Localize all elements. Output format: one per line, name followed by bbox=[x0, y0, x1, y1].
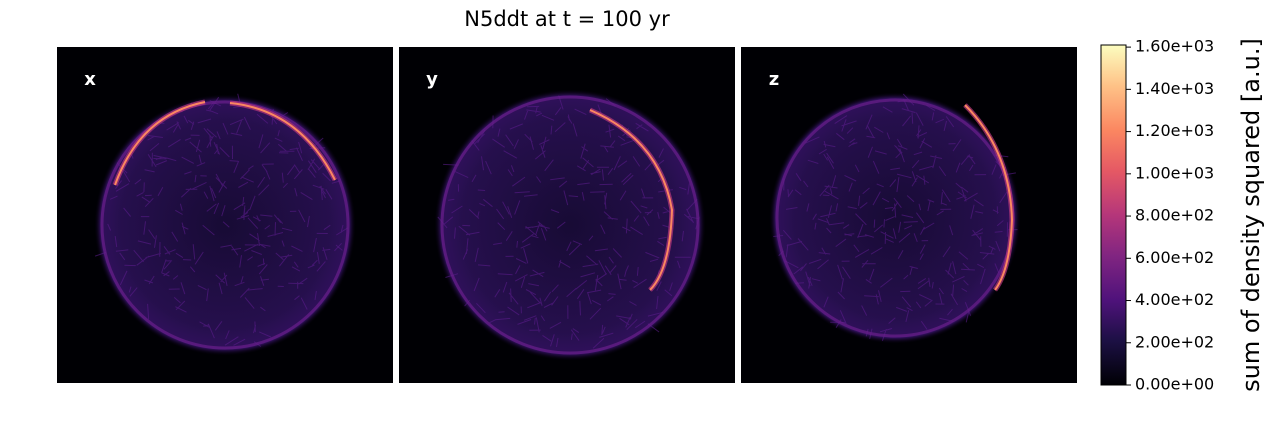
density-disc bbox=[434, 89, 706, 361]
bright-arc-core bbox=[229, 102, 336, 181]
colorbar-tick-label: 0.00e+00 bbox=[1135, 375, 1214, 394]
colorbar-tick-label: 1.00e+03 bbox=[1135, 163, 1214, 182]
colorbar-tick-label: 8.00e+02 bbox=[1135, 206, 1214, 225]
panel-label: z bbox=[769, 69, 779, 90]
panel-label: y bbox=[426, 69, 438, 90]
panel: y bbox=[399, 47, 735, 383]
bright-arc-core bbox=[589, 109, 674, 291]
panel: x bbox=[57, 47, 393, 383]
shell bbox=[440, 95, 700, 355]
colorbar-tick-label: 6.00e+02 bbox=[1135, 248, 1214, 267]
colorbar-tick-label: 1.20e+03 bbox=[1135, 121, 1214, 140]
colorbar-label: sum of density squared [a.u.] bbox=[1237, 38, 1265, 392]
bright-arc-core bbox=[964, 104, 1014, 291]
colorbar-tick-label: 4.00e+02 bbox=[1135, 290, 1214, 309]
density-disc bbox=[94, 94, 356, 356]
colorbar-tick-label: 1.60e+03 bbox=[1135, 37, 1214, 56]
chart-title: N5ddt at t = 100 yr bbox=[464, 7, 670, 31]
filaments bbox=[94, 93, 349, 347]
colorbar-tick-label: 2.00e+02 bbox=[1135, 332, 1214, 351]
shell bbox=[100, 100, 350, 350]
bright-arc-core bbox=[114, 101, 206, 186]
panel-label: x bbox=[84, 69, 96, 90]
density-disc bbox=[769, 92, 1021, 344]
filaments bbox=[437, 95, 700, 349]
panel: z bbox=[741, 47, 1077, 383]
colorbar bbox=[1100, 44, 1127, 386]
filaments bbox=[773, 93, 1018, 341]
colorbar-tick-label: 1.40e+03 bbox=[1135, 79, 1214, 98]
